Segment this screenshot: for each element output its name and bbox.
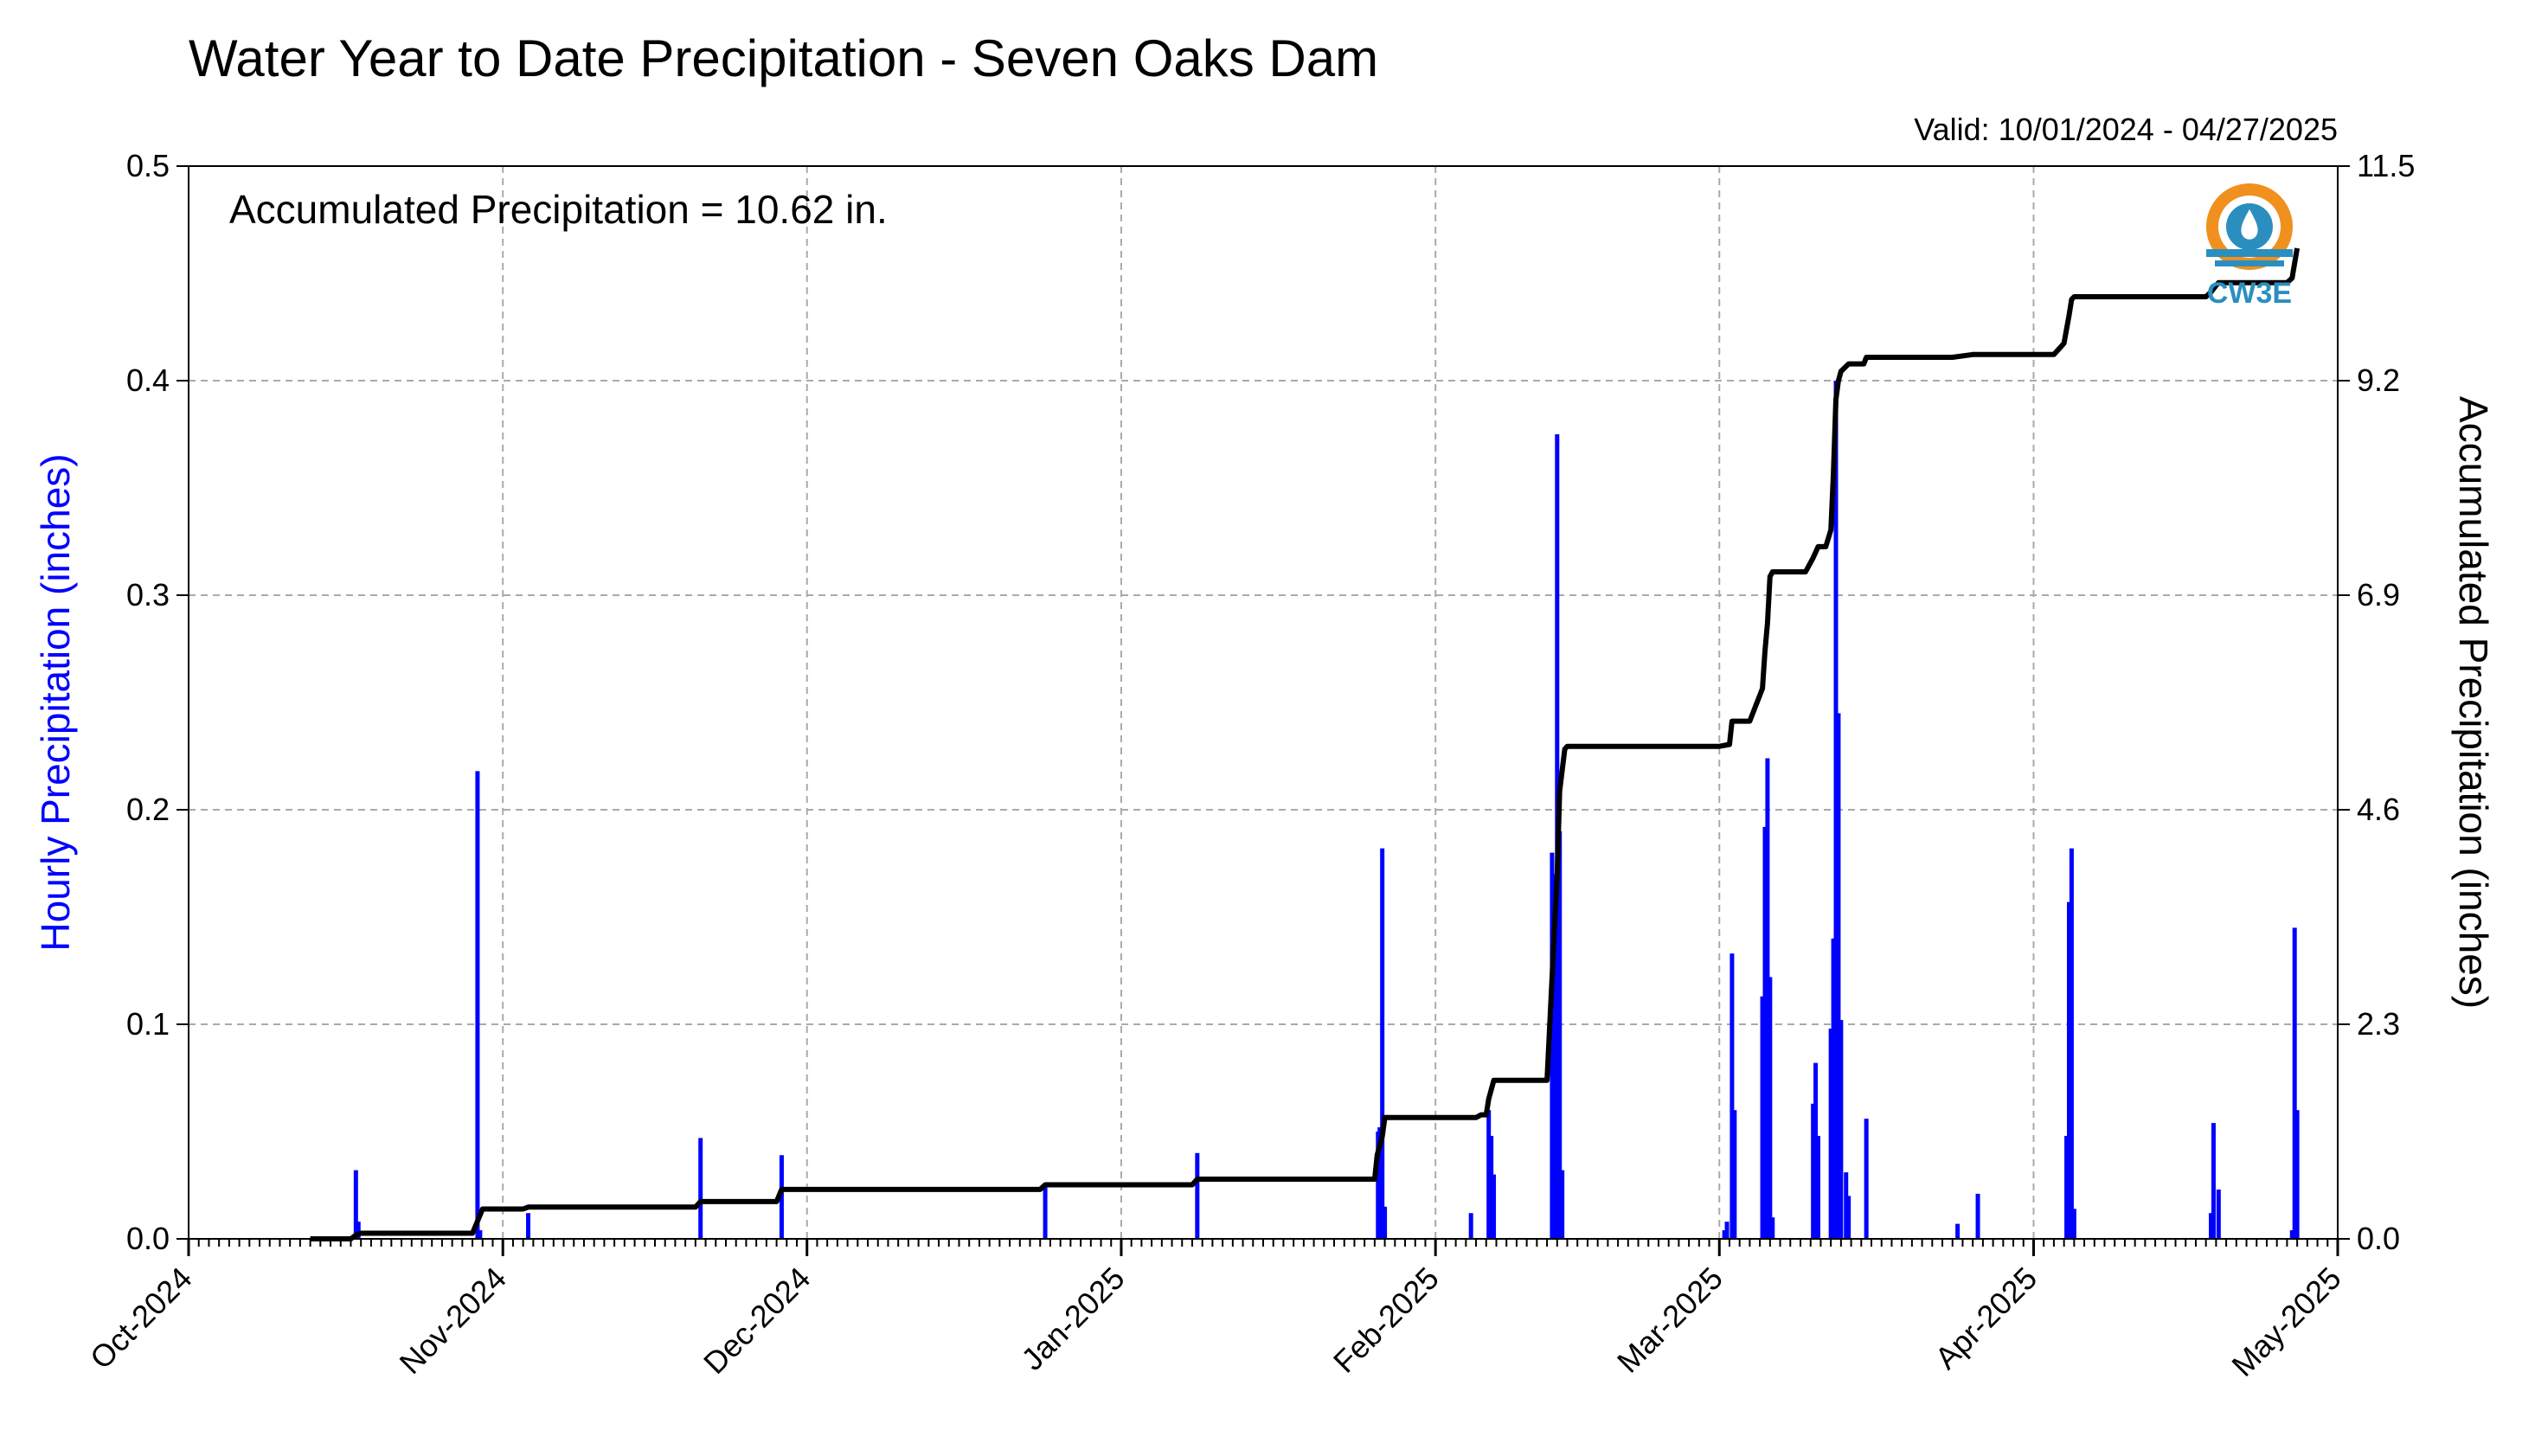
hourly-precip-bar [1468, 1213, 1473, 1239]
left-tick-label: 0.3 [126, 577, 170, 613]
hourly-precip-bar [1846, 1196, 1851, 1239]
hourly-precip-bar [1816, 1135, 1821, 1239]
hourly-precip-bar [1195, 1152, 1200, 1239]
accumulated-precip-series-line [310, 247, 2301, 1241]
hourly-precip-bar [1550, 852, 1555, 1239]
hourly-precip-bar [1828, 1028, 1833, 1239]
hourly-precip-bar [1492, 1174, 1497, 1239]
plot-frame [188, 165, 2339, 1240]
hourly-precip-bar [1760, 996, 1765, 1239]
x-tick-label: May-2025 [2224, 1260, 2347, 1383]
hourly-precip-bar [1380, 848, 1385, 1239]
left-y-axis: 0.0 0.1 0.2 0.3 0.4 0.5 [126, 148, 189, 1256]
hourly-precip-bar [698, 1138, 703, 1239]
right-tick-label: 2.3 [2357, 1006, 2400, 1042]
x-tick-label: Jan-2025 [1014, 1260, 1131, 1377]
left-tick-label: 0.4 [126, 362, 170, 398]
hourly-precip-bar [2209, 1213, 2214, 1239]
hourly-precip-bar [1770, 1217, 1775, 1239]
x-tick-label: Apr-2025 [1928, 1260, 2044, 1376]
hourly-precip-bar [1839, 1020, 1844, 1239]
hourly-precip-bar [1975, 1193, 1980, 1239]
x-tick-label: Oct-2024 [83, 1260, 199, 1376]
right-y-axis: 0.0 2.3 4.6 6.9 9.2 11.5 [2338, 148, 2415, 1256]
hourly-precip-bar [1831, 938, 1836, 1239]
left-tick-label: 0.5 [126, 148, 170, 183]
hourly-precip-bar [1768, 977, 1773, 1239]
hourly-precip-bar [475, 771, 480, 1239]
hourly-precip-bar [1955, 1223, 1960, 1239]
x-tick-label: Dec-2024 [696, 1260, 817, 1381]
right-tick-label: 6.9 [2357, 577, 2400, 613]
x-tick-label: Mar-2025 [1610, 1260, 1729, 1380]
left-tick-label: 0.1 [126, 1006, 170, 1042]
hourly-precip-bar [356, 1222, 361, 1239]
chart-title: Water Year to Date Precipitation - Seven… [189, 29, 1378, 87]
hourly-precip-bar [1729, 953, 1735, 1239]
hourly-precip-bar [2064, 1135, 2070, 1239]
x-tick-label: Nov-2024 [393, 1260, 513, 1381]
hourly-precip-bar [1383, 1206, 1388, 1239]
hourly-precip-bar [2216, 1189, 2221, 1239]
left-tick-label: 0.0 [126, 1221, 170, 1256]
x-tick-label: Feb-2025 [1326, 1260, 1446, 1380]
hourly-precip-bar [1813, 1062, 1819, 1239]
hourly-precip-bar [2294, 1110, 2300, 1239]
hourly-precip-bar [526, 1213, 531, 1239]
hourly-precip-bar [1377, 1127, 1383, 1239]
accumulated-precip-line [310, 247, 2301, 1241]
cw3e-logo-text: CW3E [2207, 277, 2292, 310]
hourly-precip-bar [1864, 1119, 1869, 1239]
hourly-precip-bar [1722, 1230, 1727, 1239]
hourly-precip-bar [1552, 874, 1557, 1239]
hourly-precip-bar [2211, 1123, 2216, 1239]
hourly-precip-bar [1043, 1183, 1048, 1239]
cw3e-logo: CW3E [2206, 183, 2293, 310]
hourly-precip-bar [2289, 1230, 2294, 1239]
hourly-precip-bar [2071, 1209, 2076, 1239]
right-tick-label: 9.2 [2357, 362, 2400, 398]
hourly-precip-bar [1765, 758, 1770, 1239]
hourly-precip-bar [779, 1155, 784, 1239]
gridlines [189, 166, 2338, 1239]
valid-date-range: Valid: 10/01/2024 - 04/27/2025 [1914, 112, 2338, 147]
water-drop-logo-icon [2206, 183, 2293, 270]
hourly-precip-bar [1833, 381, 1839, 1239]
hourly-precip-bar [478, 1230, 483, 1239]
hourly-precip-bar [1486, 1110, 1492, 1239]
hourly-precip-bar [1844, 1172, 1849, 1239]
left-y-axis-label: Hourly Precipitation (inches) [33, 453, 78, 951]
hourly-precip-bar [1489, 1135, 1494, 1239]
hourly-precip-bar [1762, 826, 1768, 1239]
hourly-precip-bar [353, 1170, 358, 1239]
right-tick-label: 4.6 [2357, 792, 2400, 827]
hourly-precip-bar [2069, 848, 2074, 1239]
hourly-precip-bar [2067, 901, 2071, 1239]
hourly-precip-bar [1560, 1170, 1565, 1239]
accumulated-total-annotation: Accumulated Precipitation = 10.62 in. [229, 187, 888, 232]
right-y-axis-label: Accumulated Precipitation (inches) [2451, 396, 2496, 1009]
hourly-precip-bar [2292, 927, 2297, 1239]
hourly-precip-bar [1724, 1222, 1729, 1239]
left-tick-label: 0.2 [126, 792, 170, 827]
x-axis: Oct-2024 Nov-2024 Dec-2024 Jan-2025 Feb-2025… [83, 1239, 2348, 1383]
hourly-precip-bar [1732, 1110, 1737, 1239]
hourly-precip-bar [1811, 1103, 1816, 1239]
right-tick-label: 0.0 [2357, 1221, 2400, 1256]
hourly-precip-bar [1836, 713, 1841, 1239]
hourly-precip-bar [1557, 831, 1563, 1239]
right-tick-label: 11.5 [2357, 148, 2415, 183]
